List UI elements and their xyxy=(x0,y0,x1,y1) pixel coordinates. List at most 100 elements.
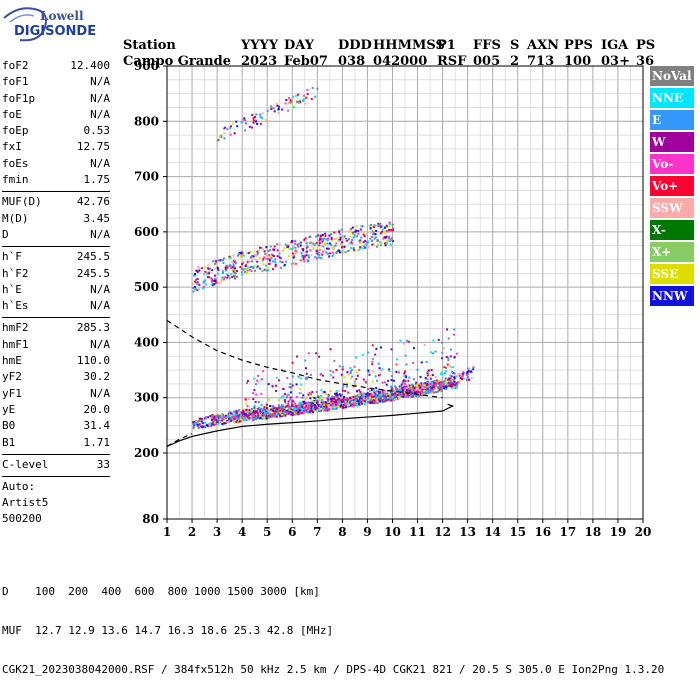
echo-dot xyxy=(363,393,366,396)
y-tick-label: 300 xyxy=(134,391,159,405)
echo-dot xyxy=(388,399,391,402)
echo-dot xyxy=(333,396,336,399)
echo-dot xyxy=(195,288,198,291)
param-row: yF2 30.2 xyxy=(2,369,110,385)
echo-dot xyxy=(254,120,257,123)
echo-dot xyxy=(369,393,372,396)
echo-dot xyxy=(293,255,296,258)
echo-dot xyxy=(292,262,295,265)
echo-dot xyxy=(313,401,316,404)
echo-dot xyxy=(318,239,321,242)
echo-dot xyxy=(244,119,247,122)
station-header: Station YYYY DAY DDD HHMMSS P1 FFS S AXN… xyxy=(114,20,663,75)
echo-dot xyxy=(322,237,325,240)
param-value: 1.71 xyxy=(83,435,111,449)
echo-dot xyxy=(330,237,333,240)
echo-dot xyxy=(221,259,224,262)
echo-dot xyxy=(358,394,361,397)
echo-dot xyxy=(405,395,408,398)
echo-dot xyxy=(263,417,266,420)
echo-dot xyxy=(380,395,383,398)
echo-dot xyxy=(302,258,305,261)
echo-dot xyxy=(427,389,430,392)
echo-dot xyxy=(317,256,320,259)
echo-dot xyxy=(293,106,296,109)
echo-dot xyxy=(431,384,434,387)
echo-dot xyxy=(318,404,321,407)
echo-dot xyxy=(289,386,292,389)
echo-dot xyxy=(426,372,429,375)
echo-dot xyxy=(195,281,198,284)
echo-dot xyxy=(257,252,260,255)
echo-dot xyxy=(370,396,373,399)
echo-dot xyxy=(310,400,313,403)
echo-dot xyxy=(237,414,240,417)
echo-dot xyxy=(355,371,358,374)
echo-dot xyxy=(318,253,321,256)
echo-dot xyxy=(223,257,226,260)
param-value: N/A xyxy=(90,227,110,241)
echo-dot xyxy=(286,405,289,408)
echo-dot xyxy=(421,384,424,387)
echo-dot xyxy=(363,245,366,248)
echo-dot xyxy=(192,274,195,277)
echo-dot xyxy=(373,224,376,227)
echo-dot xyxy=(208,276,211,279)
header-value-hhmmss: 042000 xyxy=(373,54,427,69)
echo-dot xyxy=(307,254,310,257)
echo-dot xyxy=(325,238,328,241)
echo-dot xyxy=(282,249,285,252)
header-value-day: Feb07 xyxy=(284,54,328,69)
echo-dot xyxy=(351,401,354,404)
echo-dot xyxy=(346,385,349,388)
echo-dot xyxy=(206,424,209,427)
echo-dot xyxy=(390,228,393,231)
echo-dot xyxy=(349,229,352,232)
echo-dot xyxy=(372,399,375,402)
echo-dot xyxy=(244,268,247,271)
param-name: hmE xyxy=(2,354,22,368)
echo-dot xyxy=(288,386,291,389)
echo-dot xyxy=(271,260,274,263)
echo-dot xyxy=(220,136,223,139)
echo-dot xyxy=(267,414,270,417)
echo-dot xyxy=(272,248,275,251)
echo-dot xyxy=(223,137,226,140)
echo-dot xyxy=(311,411,314,414)
echo-dot xyxy=(435,379,438,382)
echo-dot xyxy=(427,386,430,389)
echo-dot xyxy=(305,372,308,375)
echo-dot xyxy=(324,393,327,396)
echo-dot xyxy=(192,288,195,291)
echo-dot xyxy=(201,425,204,428)
echo-dot xyxy=(374,233,377,236)
echo-dot xyxy=(443,372,446,375)
echo-dot xyxy=(275,389,278,392)
echo-dot xyxy=(305,242,308,245)
echo-dot xyxy=(437,379,440,382)
echo-dot xyxy=(258,249,261,252)
echo-dot xyxy=(426,388,429,391)
echo-dot xyxy=(373,390,376,393)
echo-dot xyxy=(224,416,227,419)
echo-dot xyxy=(369,231,372,234)
echo-dot xyxy=(216,272,219,275)
echo-dot xyxy=(390,379,393,382)
echo-dot xyxy=(297,412,300,415)
echo-dot xyxy=(342,398,345,401)
echo-dot xyxy=(221,270,224,273)
echo-dot xyxy=(415,381,418,384)
echo-dot xyxy=(232,259,235,262)
echo-dot xyxy=(196,282,199,285)
echo-dot xyxy=(318,408,321,411)
echo-dot xyxy=(291,403,294,406)
echo-dot xyxy=(381,392,384,395)
echo-dot xyxy=(314,397,317,400)
echo-dot xyxy=(379,222,382,225)
echo-dot xyxy=(368,373,371,376)
echo-dot xyxy=(274,258,277,261)
echo-dot xyxy=(274,265,277,268)
echo-dot xyxy=(298,412,301,415)
echo-dot xyxy=(212,260,215,263)
echo-dot xyxy=(446,384,449,387)
